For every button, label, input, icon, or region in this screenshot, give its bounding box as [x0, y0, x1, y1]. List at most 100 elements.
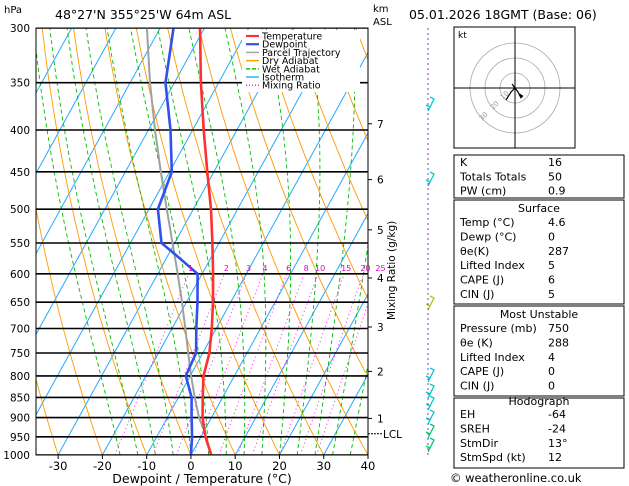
x-tick-label: -30 — [49, 459, 68, 473]
mixing-ratio-value-label: 3 — [246, 264, 251, 273]
wind-barb — [425, 96, 435, 112]
x-tick-label: -10 — [137, 459, 156, 473]
mixing-ratio-value-label: 15 — [341, 264, 351, 273]
isotherm-line — [36, 28, 250, 416]
km-axis-label: km — [373, 4, 389, 15]
wind-barb — [425, 423, 435, 439]
most-unstable-row-value: 288 — [548, 336, 569, 349]
surface-row-label: CIN (J) — [460, 288, 494, 301]
pressure-tick-label: 300 — [10, 23, 30, 35]
pressure-tick-label: 550 — [10, 238, 30, 250]
pressure-tick-label: 500 — [10, 204, 30, 216]
pressure-tick-label: 800 — [10, 371, 30, 383]
km-tick-label: 1 — [377, 413, 384, 425]
wind-barb — [425, 395, 435, 411]
isotherm-line — [36, 28, 117, 175]
most-unstable-box — [453, 305, 625, 397]
pressure-tick-label: 900 — [10, 413, 30, 425]
wet-adiabat-line — [332, 242, 368, 455]
most-unstable-row-value: 0 — [548, 380, 555, 393]
most-unstable-row-value: 4 — [548, 351, 555, 364]
hodograph-row-label: StmDir — [460, 437, 499, 450]
km-tick-label: 5 — [377, 225, 384, 237]
mixing-ratio-axis-label: Mixing Ratio (g/kg) — [386, 221, 398, 320]
storm-motion-arrow — [519, 93, 524, 99]
surface-row-label: Temp (°C) — [459, 216, 515, 229]
legend-background — [242, 30, 360, 92]
surface-row-value: 5 — [548, 259, 555, 272]
pressure-tick-label: 750 — [10, 348, 30, 360]
wind-barb — [425, 437, 435, 453]
profile-lines — [145, 28, 215, 455]
hodograph-row-label: StmSpd (kt) — [460, 451, 526, 464]
wet-adiabat-line — [349, 362, 368, 455]
mixing-ratio-line — [316, 302, 368, 455]
pressure-tick-label: 950 — [10, 432, 30, 444]
x-tick-label: 0 — [187, 459, 194, 473]
diagram-grid — [36, 28, 368, 455]
isotherm-line — [190, 132, 368, 455]
isotherm-line — [323, 373, 368, 455]
most-unstable-row-label: Pressure (mb) — [460, 322, 537, 335]
dry-adiabat-line — [292, 28, 368, 222]
legend-entry: Parcel Trajectory — [262, 48, 341, 59]
legend-entry: Wet Adiabat — [262, 64, 320, 75]
surface-row-value: 5 — [548, 288, 555, 301]
surface-row-value: 0 — [548, 230, 555, 243]
wind-barbs — [425, 28, 435, 455]
hodograph-table-title: Hodograph — [509, 395, 570, 408]
surface-row-value: 6 — [548, 274, 555, 287]
km-tick-label: 6 — [377, 175, 384, 187]
x-tick-label: 10 — [228, 459, 243, 473]
wet-adiabat-line — [224, 28, 267, 455]
pressure-tick-label: 700 — [10, 324, 30, 336]
km-tick-label: 7 — [377, 119, 384, 131]
x-tick-label: 40 — [361, 459, 376, 473]
legend-entry: Temperature — [261, 32, 322, 43]
dry-adiabat-line — [73, 28, 192, 455]
mixing-ratio-value-label: 25 — [375, 264, 385, 273]
wind-barb — [425, 383, 435, 399]
km-tick-label: 3 — [377, 322, 384, 334]
pressure-tick-label: 850 — [10, 392, 30, 404]
isotherm-line — [234, 212, 368, 455]
location-title: 48°27'N 355°25'W 64m ASL — [55, 7, 231, 22]
hodograph-ring-label: 20 — [489, 99, 501, 111]
hodograph-row-value: -64 — [548, 408, 566, 421]
index-row-label: Totals Totals — [459, 170, 527, 183]
surface-row-label: Lifted Index — [460, 259, 525, 272]
hodograph-row-label: SREH — [460, 422, 490, 435]
pressure-tick-label: 350 — [10, 78, 30, 90]
wet-adiabat-line — [157, 28, 227, 455]
x-tick-label: 20 — [272, 459, 287, 473]
wind-barb — [425, 171, 435, 187]
pressure-tick-label: 650 — [10, 297, 30, 309]
mixing-ratio-value-label: 20 — [360, 264, 370, 273]
wet-adiabat-line — [265, 28, 292, 455]
wet-adiabat-line — [314, 28, 356, 455]
axes: 3003504004505005506006507007508008509009… — [3, 23, 375, 473]
km-axis: 1 2 3 4 5 6 7 LCL — [368, 119, 402, 441]
wind-barb — [425, 295, 435, 311]
mixing-ratio-value-label: 4 — [262, 264, 267, 273]
legend-entry: Isotherm — [262, 73, 304, 84]
indices-box — [453, 154, 625, 199]
credit-text: © weatheronline.co.uk — [450, 471, 582, 485]
surface-box — [453, 199, 625, 305]
index-row-value: 0.9 — [548, 185, 566, 198]
isotherm-line — [279, 293, 368, 455]
pressure-tick-label: 450 — [10, 167, 30, 179]
isotherm-line — [36, 28, 205, 336]
dewpoint-line — [156, 28, 199, 455]
mixing-ratio-value-label: 8 — [304, 264, 309, 273]
isotherm-line — [101, 28, 338, 455]
most-unstable-row-value: 750 — [548, 322, 569, 335]
mixing-ratio-value-label: 10 — [315, 264, 325, 273]
surface-title: Surface — [518, 202, 560, 215]
surface-row-label: CAPE (J) — [460, 274, 504, 287]
most-unstable-row-label: CAPE (J) — [460, 365, 504, 378]
wet-adiabat-line — [367, 452, 368, 455]
